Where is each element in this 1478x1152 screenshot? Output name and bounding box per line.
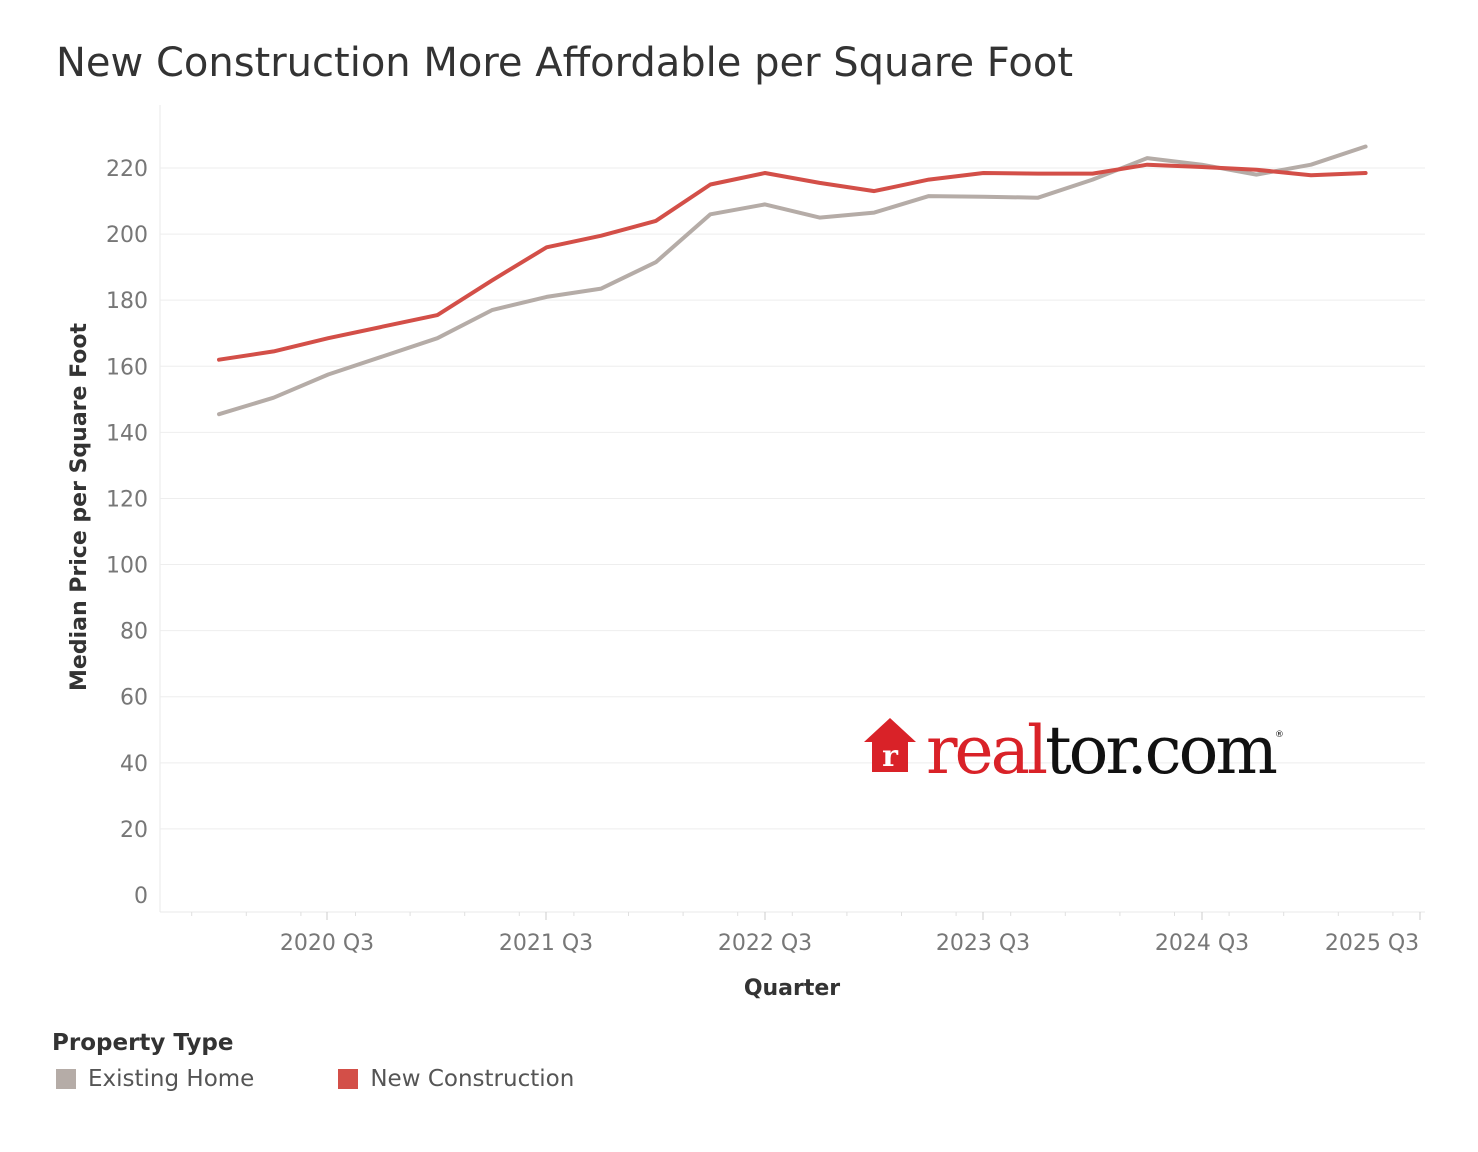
x-tick-label: 2025 Q3 bbox=[1325, 931, 1419, 956]
data-point-existing-home[interactable] bbox=[763, 202, 767, 206]
data-point-existing-home[interactable] bbox=[490, 308, 494, 312]
legend-label-new-construction: New Construction bbox=[370, 1066, 575, 1092]
data-point-existing-home[interactable] bbox=[1145, 156, 1149, 160]
legend: Property Type Existing Home New Construc… bbox=[52, 1030, 654, 1092]
data-point-new-construction[interactable] bbox=[435, 313, 439, 317]
y-tick-label: 100 bbox=[106, 554, 148, 579]
data-point-existing-home[interactable] bbox=[708, 212, 712, 216]
data-point-new-construction[interactable] bbox=[763, 171, 767, 175]
data-point-existing-home[interactable] bbox=[1364, 145, 1368, 149]
series-layer bbox=[217, 144, 1368, 417]
series-line-existing-home[interactable] bbox=[217, 144, 1368, 417]
data-point-new-construction[interactable] bbox=[1364, 171, 1368, 175]
data-point-new-construction[interactable] bbox=[1200, 165, 1204, 169]
x-tick-label: 2024 Q3 bbox=[1155, 931, 1249, 956]
legend-swatch-existing-home bbox=[56, 1069, 76, 1089]
data-point-existing-home[interactable] bbox=[872, 211, 876, 215]
data-point-new-construction[interactable] bbox=[326, 336, 330, 340]
x-tick-label: 2022 Q3 bbox=[718, 931, 812, 956]
axis-layer: 0 20 40 60 80 100 120 140 160 180 200 220 2020 Q3 202… bbox=[106, 157, 1421, 956]
data-point-existing-home[interactable] bbox=[654, 260, 658, 264]
y-tick-label: 40 bbox=[120, 752, 148, 777]
data-point-existing-home[interactable] bbox=[981, 195, 985, 199]
data-point-new-construction[interactable] bbox=[1145, 163, 1149, 167]
realtor-logo: r real tor.com ® bbox=[862, 704, 1284, 784]
series-line-new-construction[interactable] bbox=[217, 162, 1368, 362]
data-point-new-construction[interactable] bbox=[217, 358, 221, 362]
data-point-existing-home[interactable] bbox=[818, 216, 822, 220]
data-point-existing-home[interactable] bbox=[217, 412, 221, 416]
legend-swatch-new-construction bbox=[338, 1069, 359, 1089]
logo-text-real: real bbox=[926, 712, 1048, 789]
data-point-existing-home[interactable] bbox=[599, 287, 603, 291]
legend-label-existing-home: Existing Home bbox=[88, 1066, 255, 1092]
logo-text-rest: tor.com bbox=[1045, 712, 1278, 789]
data-point-new-construction[interactable] bbox=[545, 245, 549, 249]
y-axis-title: Median Price per Square Foot bbox=[67, 323, 92, 691]
data-point-existing-home[interactable] bbox=[1309, 163, 1313, 167]
data-point-new-construction[interactable] bbox=[981, 171, 985, 175]
data-point-new-construction[interactable] bbox=[927, 178, 931, 182]
data-point-new-construction[interactable] bbox=[654, 219, 658, 223]
y-tick-label: 120 bbox=[106, 487, 148, 512]
x-tick-label: 2021 Q3 bbox=[499, 931, 593, 956]
legend-title: Property Type bbox=[52, 1030, 234, 1056]
data-point-new-construction[interactable] bbox=[818, 181, 822, 185]
x-tick-label: 2023 Q3 bbox=[936, 931, 1030, 956]
data-point-existing-home[interactable] bbox=[381, 354, 385, 358]
legend-item-existing-home[interactable]: Existing Home bbox=[52, 1066, 254, 1092]
data-point-existing-home[interactable] bbox=[1254, 173, 1258, 177]
y-tick-label: 60 bbox=[120, 686, 148, 711]
data-point-existing-home[interactable] bbox=[1036, 196, 1040, 200]
data-point-existing-home[interactable] bbox=[272, 396, 276, 400]
data-point-existing-home[interactable] bbox=[435, 336, 439, 340]
y-tick-label: 220 bbox=[106, 157, 148, 182]
data-point-new-construction[interactable] bbox=[490, 278, 494, 282]
y-tick-label: 20 bbox=[120, 818, 148, 843]
y-tick-label: 160 bbox=[106, 355, 148, 380]
svg-text:r: r bbox=[882, 739, 899, 774]
data-point-new-construction[interactable] bbox=[872, 189, 876, 193]
grid-layer bbox=[159, 105, 1425, 913]
y-tick-label: 80 bbox=[120, 620, 148, 645]
legend-items: Existing Home New Construction bbox=[52, 1066, 654, 1092]
data-point-new-construction[interactable] bbox=[1309, 173, 1313, 177]
data-point-new-construction[interactable] bbox=[1091, 172, 1095, 176]
chart-title: New Construction More Affordable per Squ… bbox=[56, 40, 1074, 86]
data-point-new-construction[interactable] bbox=[1254, 168, 1258, 172]
data-point-existing-home[interactable] bbox=[545, 295, 549, 299]
data-point-existing-home[interactable] bbox=[1091, 178, 1095, 182]
data-point-new-construction[interactable] bbox=[1036, 172, 1040, 176]
data-point-new-construction[interactable] bbox=[272, 349, 276, 353]
data-point-new-construction[interactable] bbox=[381, 325, 385, 329]
x-tick-label: 2020 Q3 bbox=[280, 931, 374, 956]
legend-item-new-construction[interactable]: New Construction bbox=[334, 1066, 574, 1092]
y-tick-label: 200 bbox=[106, 223, 148, 248]
y-tick-label: 180 bbox=[106, 289, 148, 314]
y-tick-label: 0 bbox=[134, 884, 148, 909]
data-point-new-construction[interactable] bbox=[599, 234, 603, 238]
y-tick-label: 140 bbox=[106, 421, 148, 446]
data-point-new-construction[interactable] bbox=[708, 183, 712, 187]
data-point-existing-home[interactable] bbox=[927, 194, 931, 198]
house-r-icon: r bbox=[864, 718, 916, 774]
registered-mark: ® bbox=[1274, 730, 1284, 740]
data-point-existing-home[interactable] bbox=[326, 373, 330, 377]
x-axis-title: Quarter bbox=[744, 976, 840, 1001]
